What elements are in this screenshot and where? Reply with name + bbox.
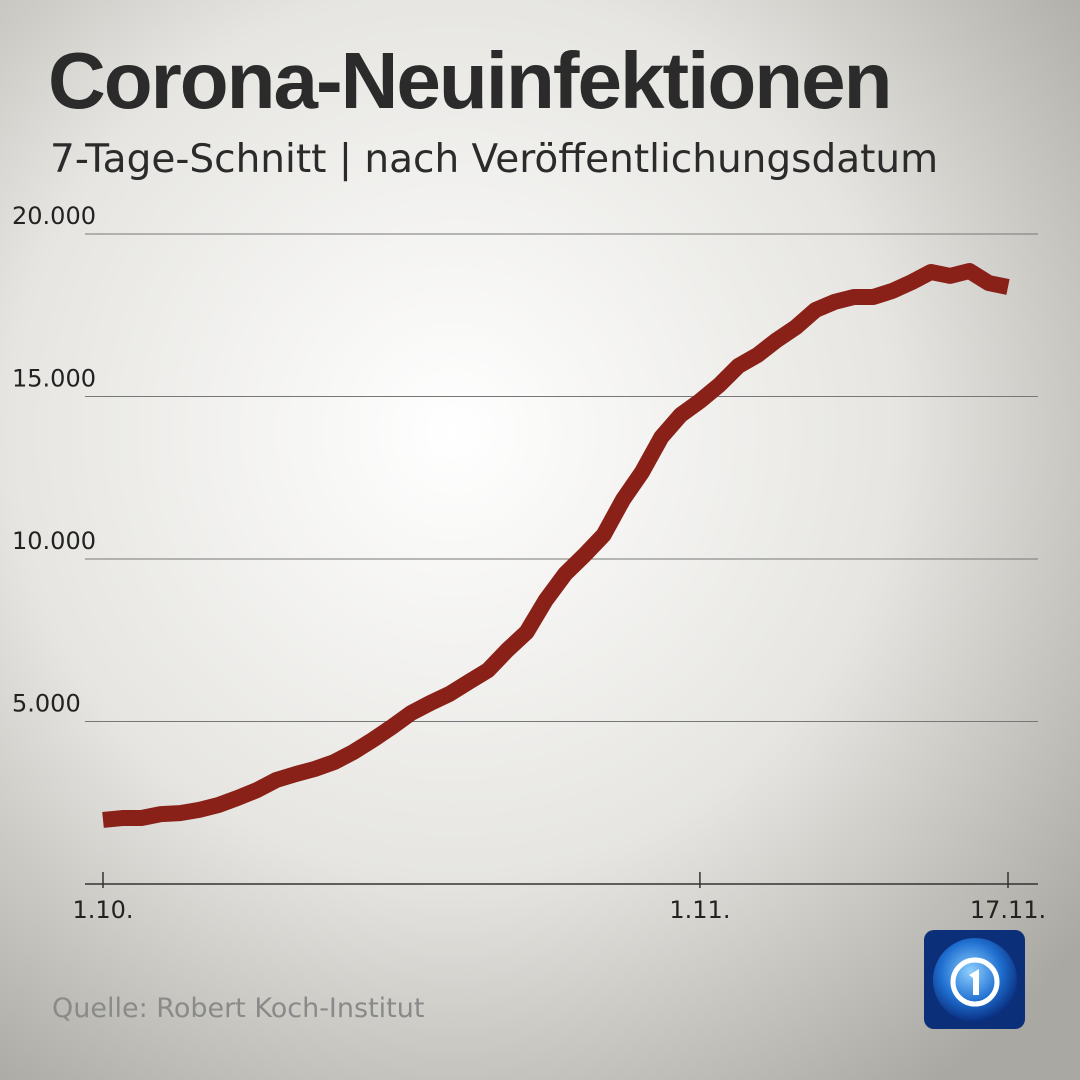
logo-ring (950, 957, 1000, 1007)
y-tick-label: 10.000 (12, 527, 96, 555)
line (102, 263, 1010, 828)
y-tick-label: 15.000 (12, 365, 96, 393)
logo (924, 930, 1025, 1029)
x-tick-label: 17.11. (970, 896, 1046, 924)
x-tick-label: 1.11. (669, 896, 730, 924)
y-tick-label: 5.000 (12, 690, 81, 718)
chart-subtitle: 7-Tage-Schnitt | nach Veröffentlichungsd… (50, 137, 938, 182)
x-tick-label: 1.10. (72, 896, 133, 924)
chart-title: Corona-Neuinfektionen (48, 36, 890, 125)
y-tick-label: 20.000 (12, 202, 96, 230)
logo-one (969, 969, 979, 995)
source: Quelle: Robert Koch-Institut (52, 993, 424, 1024)
